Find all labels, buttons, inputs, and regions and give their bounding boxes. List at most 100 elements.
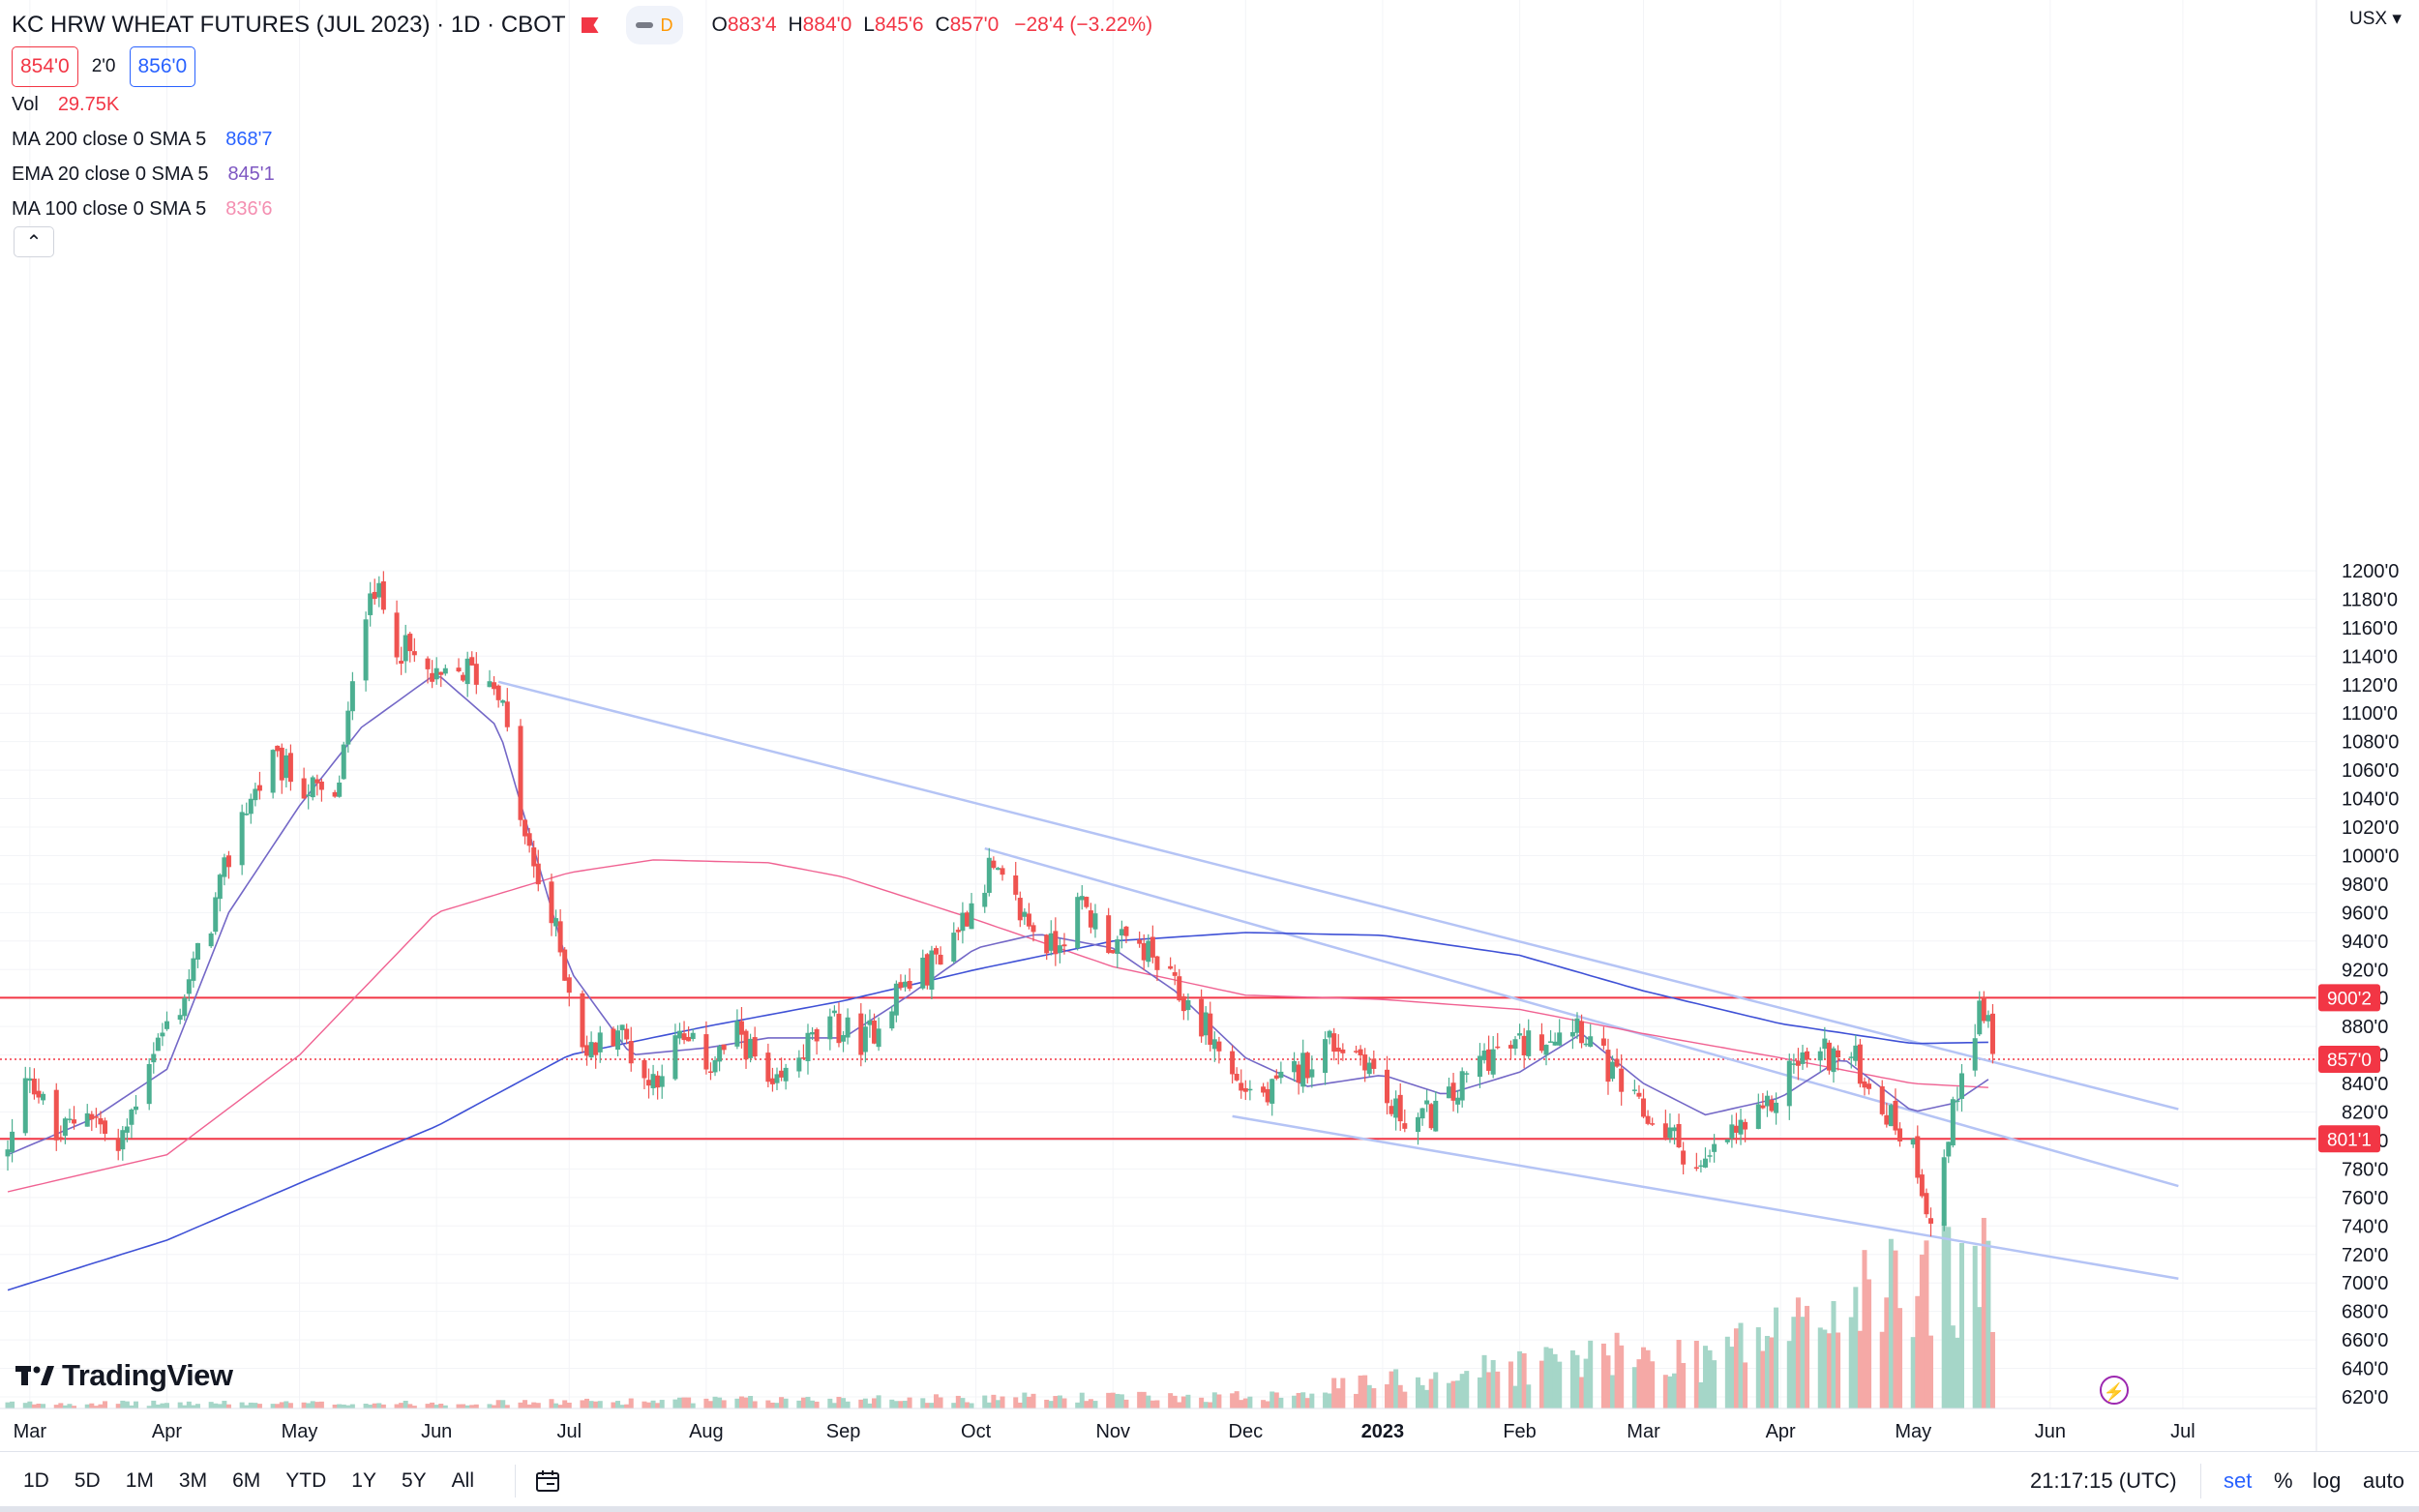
volume-bar [752,1401,758,1408]
volume-bar [1764,1335,1770,1408]
volume-bar [1769,1337,1775,1408]
range-ytd[interactable]: YTD [285,1469,327,1492]
candle-body [1419,1108,1425,1119]
candle-body [1848,1056,1854,1058]
auto-scale-button[interactable]: auto [2363,1468,2404,1493]
volume-bar [1574,1354,1580,1408]
data-status-pill[interactable]: D [625,6,683,44]
volume-bar [628,1398,634,1408]
flash-icon[interactable]: ⚡ [2100,1376,2129,1405]
candle-body [67,1118,73,1120]
candle-body [314,779,320,784]
volume-bar [376,1403,382,1408]
candle-body [372,591,377,600]
volume-bar [1662,1375,1668,1408]
volume-bar [103,1401,108,1408]
candle-body [1924,1193,1929,1215]
candle-body [1538,1034,1544,1052]
volume-bar [1389,1371,1394,1408]
volume-legend[interactable]: Vol 29.75K [12,87,1152,122]
candle-body [1185,999,1191,1011]
log-scale-button[interactable]: log [2313,1468,2342,1493]
volume-bar [1304,1398,1310,1408]
buy-price-button[interactable]: 856'0 [129,46,196,87]
candle-body [1057,945,1062,953]
sell-price-button[interactable]: 854'0 [12,46,78,87]
volume-bar [1269,1391,1275,1408]
candle-body [769,1078,775,1084]
candle-body [1296,1064,1301,1083]
volume-bar [1486,1372,1492,1408]
percent-scale-button[interactable]: % [2274,1468,2293,1493]
volume-bar [597,1401,603,1408]
candle-body [1729,1124,1735,1139]
candle-body [1203,1012,1209,1036]
candle-body [1366,1062,1372,1075]
candle-body [120,1130,126,1150]
candle-body [464,658,470,685]
range-1d[interactable]: 1D [23,1469,49,1492]
volume-bar [1177,1402,1182,1408]
volume-bar [239,1402,245,1408]
flag-icon[interactable] [581,17,599,33]
indicator-ema20[interactable]: EMA 20 close 0 SMA 5 845'1 [12,157,1152,192]
candle-body [225,855,231,868]
volume-bar [526,1404,532,1408]
time-axis[interactable]: Mar Apr May Jun Jul Aug Sep Oct Nov Dec 2023 Feb Mar… [14,1421,2195,1442]
candle-body [155,1037,161,1052]
candle-body [615,1030,621,1051]
range-6m[interactable]: 6M [232,1469,261,1492]
candle-body [1919,1174,1925,1197]
time-tick-label: Sep [826,1421,861,1442]
range-5y[interactable]: 5Y [401,1469,427,1492]
candle-body [827,1016,833,1040]
status-dash-icon [635,22,653,28]
candle-body [1230,1051,1236,1075]
candle-body [1154,956,1160,970]
volume-bar [1755,1327,1761,1408]
candle-body [933,948,939,955]
volume-bar [403,1400,408,1408]
candle-body [1681,1150,1687,1165]
volume-bar [1915,1295,1921,1408]
volume-bar [681,1397,687,1408]
indicator-ma100[interactable]: MA 100 close 0 SMA 5 836'6 [12,192,1152,226]
candle-body [134,1106,138,1111]
indicator-ma200[interactable]: MA 200 close 0 SMA 5 868'7 [12,122,1152,157]
candle-body [707,1071,713,1073]
candle-body [642,1059,647,1079]
range-3m[interactable]: 3M [178,1469,208,1492]
price-tick-label: 940'0 [2342,932,2388,953]
price-chart[interactable]: 620'0 640'0 660'0 680'0 700'0 720'0 740'0 760'0… [0,0,2419,1451]
currency-selector[interactable]: USX ▾ [2349,9,2402,29]
range-5d[interactable]: 5D [74,1469,101,1492]
goto-date-button[interactable] [515,1465,560,1497]
tradingview-logo[interactable]: TradingView [15,1358,233,1393]
candle-body [182,997,188,1017]
volume-bar [1358,1375,1363,1408]
utc-clock[interactable]: 21:17:15 (UTC) [2030,1468,2177,1493]
range-1y[interactable]: 1Y [351,1469,376,1492]
candle-body [487,681,493,688]
volume-bar [986,1402,992,1408]
volume-bar [22,1403,28,1408]
volume-bar [1989,1331,1995,1408]
candle-body [1888,1105,1894,1127]
volume-bar [1857,1330,1863,1408]
candle-body [1335,1047,1341,1052]
volume-bar [1950,1325,1956,1408]
candle-body [287,753,293,783]
candle-body [1950,1099,1956,1146]
volume-bar [1084,1401,1090,1408]
session-settings-button[interactable]: set [2224,1468,2253,1493]
symbol-title[interactable]: KC HRW WHEAT FUTURES (JUL 2023) · 1D · C… [12,12,566,38]
candle-body [1239,1082,1244,1091]
range-1m[interactable]: 1M [125,1469,154,1492]
price-axis[interactable]: 620'0 640'0 660'0 680'0 700'0 720'0 740'0 760'0… [2342,561,2399,1408]
range-all[interactable]: All [451,1469,474,1492]
volume-bar [646,1402,651,1408]
candle-body [1521,1035,1527,1055]
candle-body [1146,940,1151,963]
collapse-legend-button[interactable]: ⌃ [14,226,54,257]
candle-body [1265,1088,1270,1103]
